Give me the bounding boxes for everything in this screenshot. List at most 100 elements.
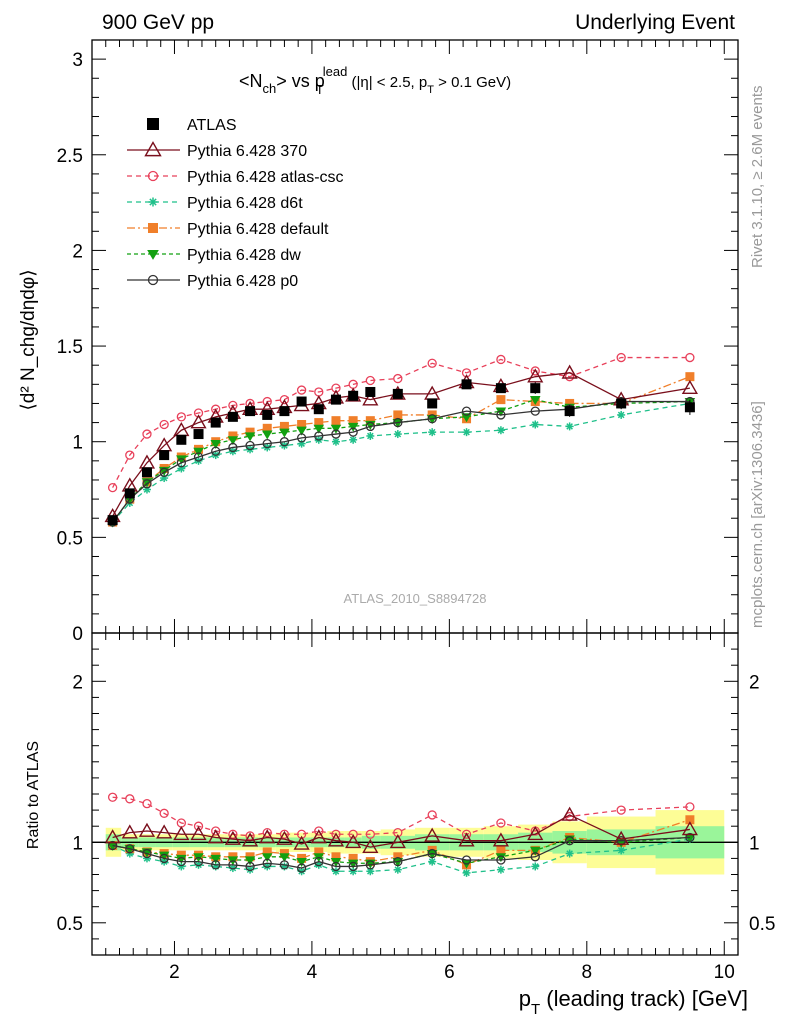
ratio-point-atlas_csc: [211, 826, 221, 836]
atlas-data-point: [684, 402, 695, 413]
ratio-point-370: [121, 824, 138, 839]
top-point-dw: [279, 428, 290, 438]
top-point-atlas_csc: [142, 429, 152, 439]
y-tick-label: 0.5: [57, 528, 83, 549]
top-point-default: [685, 372, 695, 382]
top-point-dw: [313, 424, 325, 434]
ratio-point-370: [310, 829, 327, 844]
atlas-data-point: [348, 390, 359, 401]
atlas-data-point: [495, 383, 506, 394]
top-point-p0: [211, 446, 221, 456]
ratio-y-tick-label-left: 2: [72, 672, 83, 693]
top-line-p0: [112, 400, 690, 523]
top-point-atlas_csc: [616, 352, 626, 363]
ratio-line-d6t: [112, 838, 690, 874]
ratio-point-dw: [261, 853, 273, 863]
ratio-point-p0: [496, 855, 506, 865]
ratio-point-370: [362, 838, 379, 853]
ratio-point-p0: [564, 836, 575, 846]
ratio-point-370: [156, 824, 173, 839]
ratio-point-370: [681, 821, 698, 836]
ratio-point-370: [173, 825, 190, 841]
atlas-data-point: [193, 429, 204, 440]
atlas-data-point: [313, 404, 324, 415]
top-point-p0: [461, 406, 472, 416]
legend-label-ATLAS: ATLAS: [187, 117, 237, 134]
top-point-dw: [261, 430, 273, 440]
y-axis-label-bottom: Ratio to ATLAS: [25, 741, 42, 849]
top-point-p0: [348, 427, 358, 437]
ratio-line-dw: [112, 836, 690, 864]
ratio-point-dw: [296, 858, 307, 868]
ratio-point-p0: [176, 856, 186, 867]
atlas-data-point: [159, 450, 170, 461]
atlas-data-point: [245, 406, 256, 417]
top-point-p0: [159, 467, 169, 477]
atlas-data-point: [330, 394, 341, 405]
top-point-d6t: [462, 428, 471, 437]
atlas-data-point: [124, 488, 135, 499]
top-point-p0: [427, 414, 437, 424]
ratio-point-dw: [158, 851, 170, 861]
ratio-point-atlas_csc: [245, 831, 255, 841]
x-tick-label: 10: [714, 962, 735, 983]
ratio-point-370: [276, 830, 293, 845]
ratio-point-default: [496, 845, 506, 855]
y-tick-label: 1: [72, 433, 83, 454]
ratio-y-tick-label-left: 0.5: [57, 914, 83, 935]
top-point-p0: [193, 452, 204, 462]
top-point-370: [561, 364, 578, 379]
ratio-point-atlas_csc: [176, 818, 186, 828]
top-point-atlas_csc: [125, 450, 135, 460]
ratio-point-dw: [244, 856, 256, 866]
atlas-data-point: [176, 434, 187, 445]
ratio-point-atlas_csc: [331, 829, 341, 839]
ratio-point-370: [293, 835, 310, 850]
top-point-dw: [529, 396, 541, 406]
ratio-point-p0: [348, 861, 358, 872]
top-point-atlas_csc: [496, 354, 506, 365]
top-point-370: [424, 385, 441, 400]
ratio-point-dw: [210, 854, 221, 864]
ratio-point-p0: [296, 863, 307, 873]
top-point-atlas_csc: [279, 394, 290, 405]
top-point-p0: [331, 429, 341, 439]
ratio-point-d6t: [496, 865, 505, 874]
atlas-data-point: [365, 386, 376, 397]
ratio-point-dw: [495, 853, 507, 863]
top-point-atlas_csc: [393, 373, 403, 384]
top-point-dw: [461, 413, 472, 423]
ratio-y-tick-label-left: 1: [72, 833, 83, 854]
ratio-point-370: [527, 825, 544, 841]
atlas-data-point: [392, 388, 403, 399]
top-point-d6t: [531, 420, 540, 429]
legend-marker-d6t: [148, 197, 158, 207]
ratio-point-d6t: [462, 868, 471, 877]
y-tick-label: 2: [72, 241, 83, 262]
top-point-d6t: [617, 410, 626, 419]
top-line-370: [112, 372, 691, 517]
ratio-point-atlas_csc: [159, 808, 169, 818]
ratio-point-atlas_csc: [107, 792, 118, 802]
ratio-point-p0: [262, 858, 272, 868]
top-point-atlas_csc: [427, 358, 437, 368]
y-tick-label: 2.5: [57, 146, 83, 167]
ratio-point-p0: [193, 856, 204, 867]
top-point-p0: [365, 421, 375, 432]
top-point-p0: [228, 442, 238, 453]
top-point-d6t: [331, 437, 340, 446]
legend-label-370: Pythia 6.428 370: [187, 143, 307, 160]
legend-label-d6t: Pythia 6.428 d6t: [187, 195, 303, 212]
top-point-d6t: [428, 428, 437, 437]
atlas-data-point: [141, 467, 152, 478]
plot-title-g: T: [427, 84, 434, 96]
bottom-panel-frame: [91, 632, 739, 956]
y-tick-label: 1.5: [57, 337, 83, 358]
top-point-p0: [176, 458, 186, 468]
ratio-point-atlas_csc: [496, 818, 506, 828]
ratio-point-370: [389, 834, 406, 849]
top-point-p0: [245, 440, 255, 451]
top-point-atlas_csc: [228, 400, 238, 411]
plot-title-d: T: [316, 82, 324, 97]
